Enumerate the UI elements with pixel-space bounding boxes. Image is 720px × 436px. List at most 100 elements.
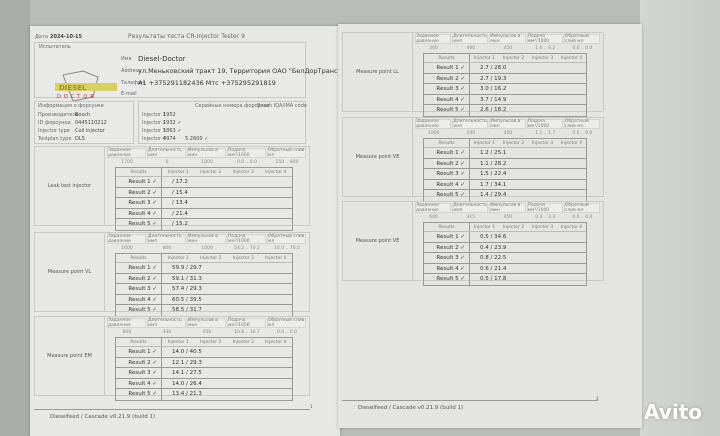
block-label: Measure point EM — [35, 317, 105, 395]
date-label: Дата — [35, 34, 48, 40]
table-row: Result 2 ✓ 2.7 / 19.3 — [424, 73, 586, 84]
results-column-header: Results — [116, 338, 162, 346]
iqa-code: 5.2600 ✓ — [185, 136, 209, 142]
results-column-header: Injector 3 — [531, 141, 554, 146]
table-row: Result 1 ✓ 0.5 / 34.6 — [424, 232, 586, 243]
table-row: Result 3 ✓ 3.0 / 16.2 — [424, 84, 586, 95]
result-value: 59.9 / 29.7 — [172, 265, 202, 271]
param-value: 1000 — [201, 246, 213, 251]
results-column-header: Injector 3 — [531, 225, 554, 230]
result-value: 1.4 / 29.4 — [480, 192, 507, 198]
injector-info: Информация о форсунке Производитель Bosch I… — [34, 101, 134, 144]
results-column-header: Injector 1 — [167, 170, 189, 175]
table-row: Result 3 ✓ 57.4 / 29.3 — [116, 284, 292, 295]
param-value: 1.6 .. 8.2 — [535, 46, 556, 51]
result-value: 14.0 / 26.4 — [172, 380, 202, 387]
info-label: Injector type — [38, 128, 70, 134]
table-row: Result 1 ✓ 14.0 / 40.5 — [116, 347, 292, 358]
param-header: Длительность имп — [452, 34, 489, 44]
result-value: 1.7 / 34.1 — [480, 181, 507, 188]
results-column-header: Injector 3 — [531, 56, 554, 61]
result-label: Result 3 ✓ — [424, 84, 470, 94]
result-label: Result 5 ✓ — [116, 305, 162, 316]
param-header: Обратный слив мл — [267, 148, 306, 158]
param-header: Обратный слив мл — [563, 119, 601, 129]
results-column-header: Injector 1 — [473, 141, 496, 146]
block-body: Заданное давление Длительность имп Импульс… — [413, 202, 603, 286]
table-row: Result 4 ✓ 1.7 / 34.1 — [424, 179, 586, 190]
report-page-3: Measure point LL Заданное давление Длитель… — [338, 24, 642, 428]
param-value: 450 — [503, 46, 513, 51]
param-header: Импульсов в мин — [489, 203, 526, 213]
result-value: 0.6 / 21.4 — [480, 265, 507, 272]
block-body: Заданное давление Длительность имп Импульс… — [413, 118, 603, 202]
result-label: Result 5 ✓ — [424, 190, 470, 201]
result-value: 3.0 / 16.2 — [480, 86, 507, 92]
param-values: 1600 800 1000 54.2 .. 70.2 10.0 .. 70.0 — [107, 244, 307, 253]
result-value: / 13.4 — [172, 200, 188, 206]
result-value: 57.4 / 29.3 — [172, 286, 202, 292]
results-column-header: Injector 2 — [200, 340, 222, 345]
param-value: 450 — [503, 215, 513, 220]
result-label: Result 1 ✓ — [424, 148, 470, 158]
footer-divider — [342, 400, 598, 401]
param-value: 430 — [162, 330, 172, 335]
block-label: Measure point VE — [343, 118, 413, 196]
result-label: Result 5 ✓ — [116, 219, 162, 230]
results-column-header: Injector 3 — [232, 170, 254, 175]
result-value: 0.5 / 34.6 — [480, 234, 507, 240]
param-header: Обратный слив мл — [267, 318, 306, 328]
param-value: 300 — [429, 46, 438, 51]
phone-label: Телефон — [121, 80, 145, 86]
param-headers: Заданное давление Длительность имп Импульс… — [107, 234, 307, 244]
param-value: 0 — [165, 160, 169, 165]
param-header: Подача мм³/1000 — [526, 34, 563, 44]
result-label: Result 4 ✓ — [116, 294, 162, 304]
param-value: 0.0 .. 0.0 — [572, 215, 593, 220]
serial-number: 1863 ✓ — [163, 128, 182, 134]
block-label: Measure point VE — [343, 202, 413, 280]
table-row: Result 2 ✓ 0.4 / 23.9 — [424, 242, 586, 253]
results-column-header: Results — [116, 168, 162, 176]
param-values: 800 430 450 10.8 .. 16.7 0.0 .. 0.0 — [107, 328, 307, 337]
param-header: Заданное давление — [415, 34, 452, 44]
param-header: Заданное давление — [107, 148, 146, 158]
page-title: Результаты теста CR-Injector Tester 9 — [128, 33, 245, 40]
block-body: Заданное давление Длительность имп Импульс… — [105, 233, 309, 317]
injector-serials: Серийные номера форсунок Bosch IQA/IMA co… — [138, 101, 307, 144]
param-value: 240 — [466, 131, 476, 136]
param-value: 10.8 .. 16.7 — [234, 330, 260, 335]
param-value: 1000 — [201, 160, 213, 165]
param-value: 0.3 .. 3.3 — [535, 215, 556, 220]
result-label: Result 3 ✓ — [424, 169, 470, 179]
block-body: Заданное давление Длительность имп Импульс… — [105, 147, 309, 231]
table-row: Result 3 ✓ 0.8 / 22.5 — [424, 253, 586, 264]
result-value: 59.1 / 31.3 — [172, 275, 202, 282]
result-value: 2.7 / 19.3 — [480, 75, 507, 82]
info-value: Bosch — [75, 112, 91, 118]
result-value: 1.5 / 22.4 — [480, 171, 507, 177]
param-values: 300 490 450 1.6 .. 8.2 0.0 .. 0.0 — [415, 44, 601, 53]
info-label: ID форсунки — [38, 120, 71, 126]
serial-number: 4974 — [163, 136, 176, 142]
param-value: 800 — [162, 246, 172, 251]
table-row: Result 3 ✓ 1.5 / 22.4 — [424, 169, 586, 180]
tester-section: Испытатель DIESEL DOCTOR Имя Diesel-Doct… — [34, 42, 341, 102]
table-row: Result 1 ✓ 59.9 / 29.7 — [116, 263, 292, 274]
block-body: Заданное давление Длительность имп Импульс… — [105, 317, 309, 401]
results-column-header: Results — [424, 54, 470, 62]
results-table: Results Injector 1 Injector 2 Injector 3 Inj… — [423, 138, 587, 202]
result-label: Result 5 ✓ — [424, 105, 470, 116]
result-value: / 15.4 — [172, 189, 188, 196]
footer-text: Dieselfeed / Cascade v0.21.9 (build 1) — [50, 414, 156, 420]
results-table: Results Injector 1 Injector 2 Injector 3 Inj… — [115, 167, 293, 231]
param-header: Заданное давление — [107, 234, 146, 244]
param-header: Заданное давление — [107, 318, 146, 328]
param-value: 0.0 .. 0.0 — [276, 330, 298, 335]
table-row: Result 5 ✓ 58.5 / 31.7 — [116, 305, 292, 316]
test-block: Measure point EM Заданное давление Длитель… — [34, 316, 310, 401]
table-row: Result 3 ✓ 14.1 / 27.5 — [116, 368, 292, 379]
email-label: E-mail — [121, 91, 137, 97]
result-label: Result 4 ✓ — [116, 378, 162, 388]
test-block: Measure point VE Заданное давление Длитель… — [342, 117, 604, 202]
